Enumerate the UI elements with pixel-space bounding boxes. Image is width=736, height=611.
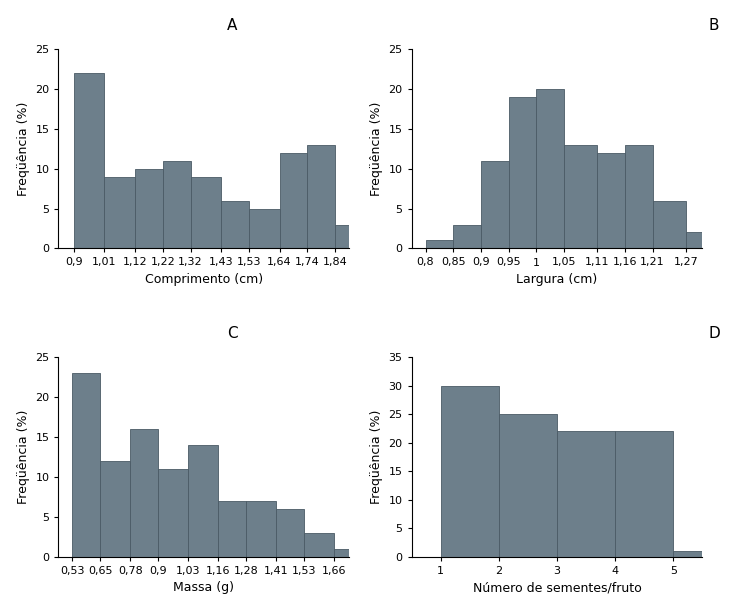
Bar	[276, 509, 304, 557]
X-axis label: Número de sementes/fruto: Número de sementes/fruto	[473, 581, 641, 595]
Bar	[557, 431, 615, 557]
Bar	[686, 233, 719, 249]
Bar	[615, 431, 673, 557]
Bar	[221, 200, 249, 249]
Bar	[219, 501, 246, 557]
Bar	[246, 501, 276, 557]
Text: B: B	[708, 18, 719, 33]
Bar	[105, 177, 135, 249]
Bar	[564, 145, 597, 249]
Bar	[673, 551, 732, 557]
Bar	[188, 445, 219, 557]
Bar	[304, 533, 334, 557]
Bar	[537, 89, 564, 249]
Bar	[308, 145, 335, 249]
Bar	[135, 169, 163, 249]
X-axis label: Massa (g): Massa (g)	[173, 581, 234, 595]
Bar	[425, 241, 453, 249]
Bar	[249, 208, 280, 249]
Bar	[100, 461, 130, 557]
Y-axis label: Freqüência (%): Freqüência (%)	[17, 101, 29, 196]
Bar	[130, 429, 158, 557]
X-axis label: Largura (cm): Largura (cm)	[517, 273, 598, 286]
Bar	[280, 153, 308, 249]
Bar	[499, 414, 557, 557]
Bar	[334, 549, 364, 557]
Bar	[335, 224, 363, 249]
Y-axis label: Freqüência (%): Freqüência (%)	[370, 101, 383, 196]
Bar	[481, 161, 509, 249]
Bar	[453, 224, 481, 249]
Text: C: C	[227, 326, 238, 341]
Bar	[72, 373, 100, 557]
X-axis label: Comprimento (cm): Comprimento (cm)	[145, 273, 263, 286]
Bar	[74, 73, 105, 249]
Y-axis label: Freqüência (%): Freqüência (%)	[370, 410, 383, 504]
Bar	[441, 386, 499, 557]
Bar	[597, 153, 625, 249]
Text: A: A	[227, 18, 238, 33]
Bar	[653, 200, 686, 249]
Text: D: D	[708, 326, 720, 341]
Bar	[163, 161, 191, 249]
Bar	[509, 97, 537, 249]
Bar	[625, 145, 653, 249]
Bar	[191, 177, 221, 249]
Y-axis label: Freqüência (%): Freqüência (%)	[17, 410, 29, 504]
Bar	[158, 469, 188, 557]
